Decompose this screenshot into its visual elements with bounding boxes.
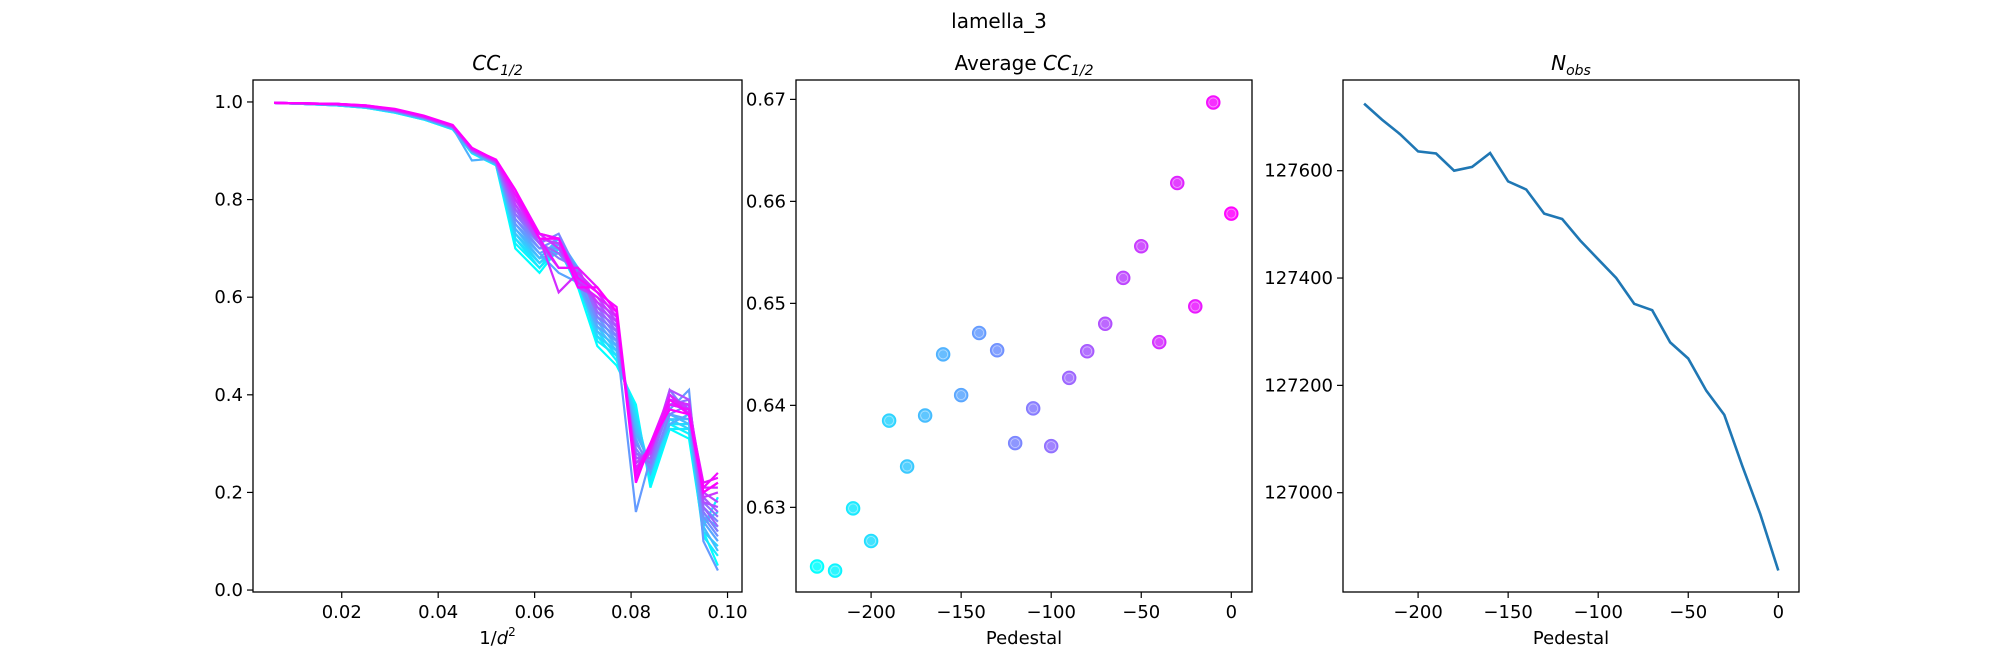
scatter-point-highlight	[1118, 272, 1129, 283]
plot-area	[1363, 102, 1780, 571]
cc-series-line	[274, 101, 719, 557]
title-subscript: obs	[1566, 63, 1591, 79]
title-prefix: Average	[955, 51, 1044, 75]
x-tick-label: −150	[1483, 602, 1532, 623]
scatter-point-highlight	[1190, 301, 1201, 312]
subplot-title: Nobs	[1551, 51, 1591, 79]
x-tick-label: −100	[1026, 602, 1075, 623]
figure-suptitle: lamella_3	[951, 9, 1047, 33]
x-tick-label: −100	[1573, 602, 1622, 623]
y-tick-label: 0.66	[746, 191, 786, 212]
y-tick-label: 0.67	[746, 89, 786, 110]
scatter-point-highlight	[848, 503, 858, 514]
scatter-point-highlight	[974, 328, 985, 338]
scatter-point-highlight	[1082, 346, 1093, 357]
y-tick-label: 0.64	[746, 395, 786, 416]
cc-series-line	[274, 101, 719, 495]
x-tick-label: 0.08	[611, 602, 651, 623]
scatter-point-highlight	[1172, 178, 1183, 188]
x-label-superscript: 2	[508, 625, 516, 639]
x-tick-label: −150	[936, 602, 985, 623]
y-tick-label: 0.65	[746, 293, 786, 314]
scatter-point-highlight	[1226, 208, 1237, 219]
axes-frame	[1342, 79, 1800, 593]
average-cc-half-subplot: −200 −150 −100 −50 0 0.63 0.64 0.65 0.66 0.67 Aver…	[746, 51, 1253, 649]
cc-half-subplot: 0.02 0.04 0.06 0.08 0.10 0.0 0.2 0.4 0.6 0.8 1.0 CC…	[214, 51, 747, 649]
x-tick-label: 0	[1773, 602, 1784, 623]
y-tick-label: 0.4	[214, 385, 243, 406]
scatter-point-highlight	[1046, 441, 1057, 452]
scatter-point-highlight	[1064, 372, 1075, 383]
title-main: CC	[1043, 51, 1071, 75]
x-tick-label: 0.06	[515, 602, 555, 623]
scatter-point-highlight	[1208, 97, 1219, 108]
x-tick-label: 0.02	[322, 602, 362, 623]
scatter-point-highlight	[1154, 337, 1165, 348]
scatter-point-highlight	[830, 565, 840, 576]
y-tick-label: 127600	[1264, 161, 1333, 182]
y-tick-label: 0.63	[746, 497, 786, 518]
title-main: CC	[472, 51, 500, 75]
y-tick-label: 127200	[1264, 375, 1333, 396]
scatter-point-highlight	[938, 349, 949, 360]
x-axis-label: Pedestal	[1533, 628, 1609, 649]
title-subscript: 1/2	[1071, 63, 1094, 79]
cc-series-line	[274, 101, 719, 567]
nobs-subplot: −200 −150 −100 −50 0 127000 127200 127400 127600…	[1264, 51, 1800, 649]
x-tick-label: 0.04	[418, 602, 458, 623]
scatter-point-highlight	[902, 461, 913, 472]
axes-frame	[252, 79, 743, 593]
scatter-point-highlight	[884, 415, 895, 426]
nobs-line	[1363, 102, 1780, 571]
scatter-point-highlight	[1010, 438, 1021, 448]
x-tick-label: −50	[1669, 602, 1707, 623]
y-tick-label: 0.0	[214, 580, 243, 601]
y-tick-label: 0.6	[214, 287, 243, 308]
x-axis-label: 1/d2	[479, 625, 516, 649]
x-tick-label: −200	[846, 602, 895, 623]
plot-area	[274, 101, 719, 571]
scatter-point-highlight	[866, 536, 876, 546]
scatter-point-highlight	[956, 390, 967, 401]
scatter-point-highlight	[812, 561, 822, 572]
cc-series-line	[274, 101, 719, 571]
y-tick-label: 0.8	[214, 190, 243, 211]
y-tick-label: 1.0	[214, 92, 243, 113]
subplot-title: CC1/2	[472, 51, 523, 79]
scatter-point-highlight	[1100, 318, 1111, 329]
x-tick-label: −200	[1393, 602, 1442, 623]
subplot-title: Average CC1/2	[955, 51, 1094, 79]
y-tick-label: 127000	[1264, 483, 1333, 504]
scatter-point-highlight	[1028, 403, 1039, 414]
scatter-point-highlight	[992, 345, 1003, 356]
x-tick-label: 0	[1226, 602, 1237, 623]
y-tick-label: 0.2	[214, 482, 243, 503]
axes-frame	[795, 79, 1253, 593]
x-tick-label: −50	[1122, 602, 1160, 623]
x-label-var: d	[497, 628, 509, 649]
x-label-main: 1/	[479, 628, 497, 649]
y-tick-label: 127400	[1264, 268, 1333, 289]
x-tick-label: 0.10	[707, 602, 747, 623]
scatter-point-highlight	[920, 410, 931, 421]
title-main: N	[1551, 51, 1566, 75]
title-subscript: 1/2	[500, 63, 523, 79]
plot-area	[809, 95, 1239, 578]
x-axis-label: Pedestal	[986, 628, 1062, 649]
scatter-point-highlight	[1136, 241, 1147, 252]
